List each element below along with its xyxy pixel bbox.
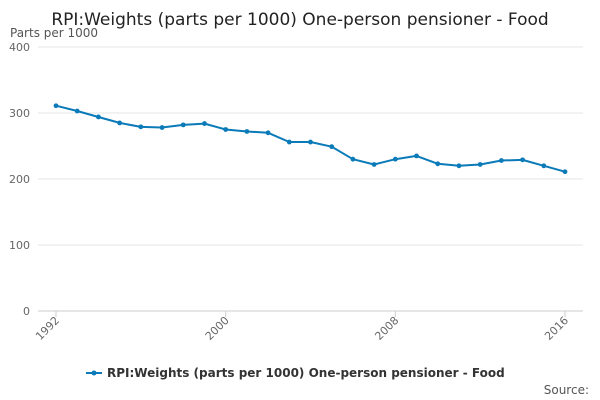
y-axis-ticks: 0 100 200 300 400	[9, 41, 30, 318]
data-point[interactable]	[350, 156, 356, 162]
x-tick-label: 2008	[372, 314, 401, 343]
data-point[interactable]	[308, 139, 313, 145]
data-point[interactable]	[244, 129, 250, 134]
data-point[interactable]	[223, 127, 229, 132]
data-point[interactable]	[159, 125, 165, 130]
x-tick-label: 2016	[542, 314, 571, 343]
data-point[interactable]	[202, 121, 207, 126]
y-tick-label: 100	[9, 239, 30, 252]
y-axis-label: Parts per 1000	[10, 26, 98, 40]
series-line	[55, 104, 566, 173]
data-point[interactable]	[371, 162, 377, 167]
data-point[interactable]	[74, 108, 80, 114]
x-axis-ticks: 1992 2000 2008 2016	[33, 311, 571, 343]
data-point[interactable]	[138, 124, 144, 130]
data-point[interactable]	[477, 162, 483, 167]
data-point[interactable]	[498, 158, 504, 163]
data-point[interactable]	[96, 114, 101, 120]
series-group	[53, 103, 568, 175]
data-point[interactable]	[541, 163, 547, 169]
data-point[interactable]	[520, 157, 525, 163]
legend-label: RPI:Weights (parts per 1000) One-person …	[107, 366, 505, 380]
legend-marker-icon	[91, 370, 97, 376]
chart-title: RPI:Weights (parts per 1000) One-person …	[51, 10, 548, 30]
data-point[interactable]	[117, 120, 123, 126]
data-point[interactable]	[180, 122, 186, 128]
gridlines	[38, 46, 583, 312]
y-tick-label: 400	[9, 41, 30, 54]
y-tick-label: 200	[9, 173, 30, 186]
data-point[interactable]	[392, 156, 398, 162]
data-point[interactable]	[329, 144, 335, 150]
y-tick-label: 300	[9, 107, 30, 120]
x-tick-label: 2000	[203, 314, 232, 343]
data-point[interactable]	[265, 130, 271, 136]
data-point[interactable]	[286, 139, 292, 145]
source-label: Source:	[544, 383, 589, 397]
data-point[interactable]	[414, 153, 419, 159]
data-point[interactable]	[53, 103, 59, 109]
data-point[interactable]	[456, 163, 462, 169]
legend[interactable]: RPI:Weights (parts per 1000) One-person …	[86, 366, 505, 380]
x-tick-label: 1992	[33, 314, 62, 343]
data-point[interactable]	[562, 169, 568, 175]
data-point[interactable]	[435, 161, 441, 167]
y-tick-label: 0	[23, 305, 30, 318]
